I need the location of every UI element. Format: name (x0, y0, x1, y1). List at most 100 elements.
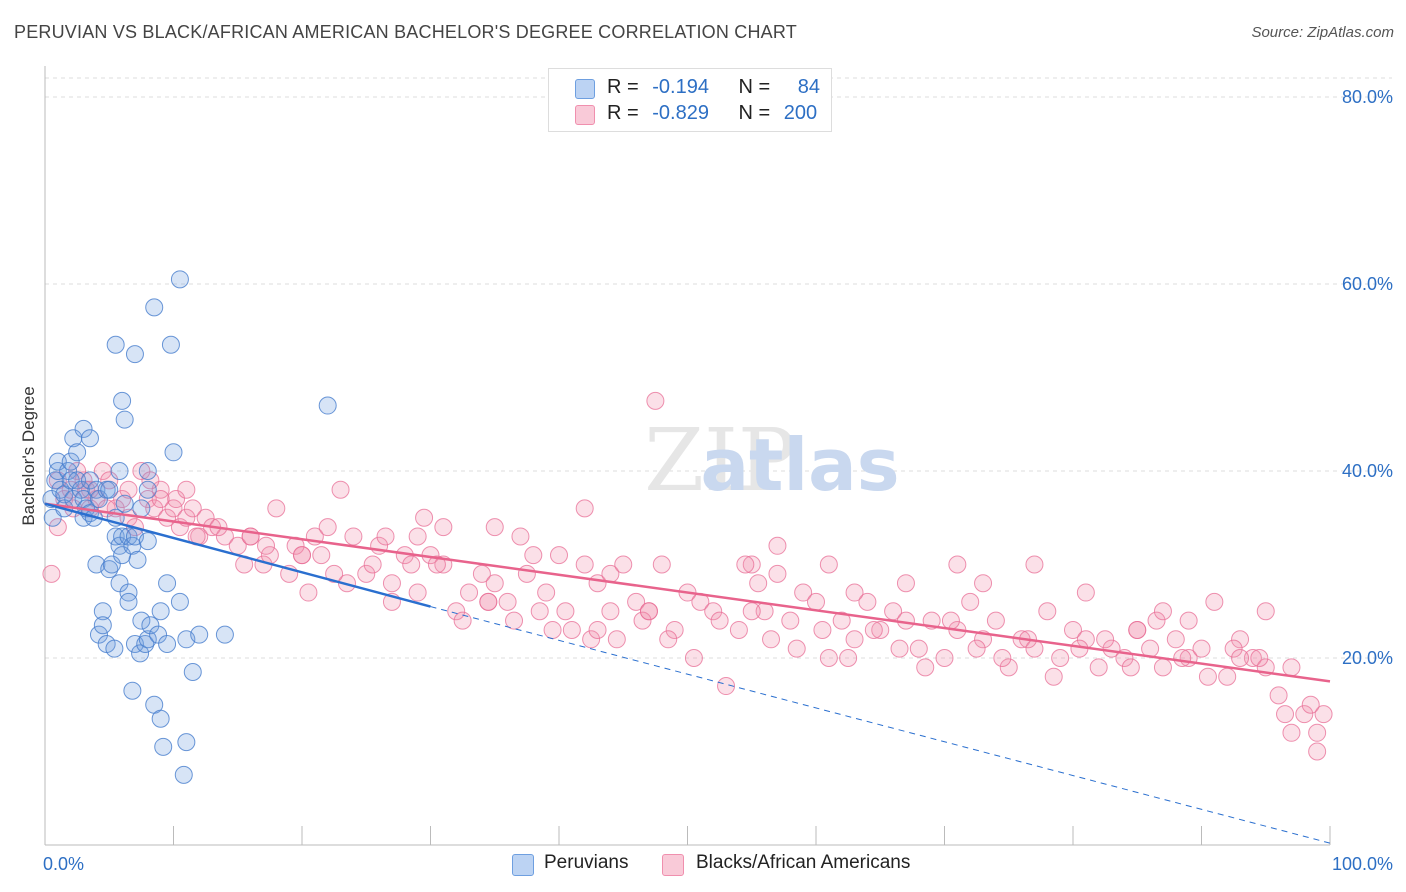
blue-point (128, 550, 147, 569)
pink-point (1121, 658, 1140, 677)
y-tick-label: 20.0% (1342, 648, 1393, 668)
pink-point (633, 611, 652, 630)
pink-point (1269, 686, 1288, 705)
blue-point (119, 583, 138, 602)
pink-point (1295, 705, 1314, 724)
pink-point (807, 592, 825, 611)
pink-point (485, 518, 504, 537)
blue-point (164, 443, 183, 462)
blue-point (132, 499, 151, 518)
blue-point (123, 681, 142, 700)
blue-point (119, 592, 138, 611)
blue-point (183, 663, 202, 682)
pink-point (505, 611, 524, 630)
pink-point (1166, 630, 1185, 649)
pink-point (736, 555, 755, 574)
blue-point (190, 625, 209, 644)
blue-point (110, 574, 129, 593)
pink-point (402, 555, 421, 574)
blue-point (68, 471, 87, 490)
pink-point (967, 639, 986, 658)
pink-point (511, 527, 530, 546)
blue-point (93, 602, 112, 621)
blue-point (89, 625, 108, 644)
legend-row-blacks: R = -0.829 N = 200 (549, 101, 831, 127)
blue-points (42, 270, 337, 784)
pink-point (864, 620, 883, 639)
blue-point (161, 335, 180, 354)
pink-point (582, 630, 601, 649)
blue-point (102, 555, 121, 574)
pink-point (434, 518, 453, 537)
chart-title: PERUVIAN VS BLACK/AFRICAN AMERICAN BACHE… (14, 22, 797, 42)
blue-point (115, 410, 134, 429)
pink-point (646, 391, 665, 410)
blue-point (136, 634, 155, 653)
pink-point (138, 490, 157, 509)
pink-point (498, 592, 517, 611)
blue-point (141, 616, 160, 635)
pink-point (357, 564, 376, 583)
legend-row-peruvians: R = -0.194 N = 84 (549, 75, 831, 101)
pink-point (607, 630, 626, 649)
pink-point (1282, 658, 1301, 677)
pink-point (896, 611, 915, 630)
pink-point (460, 583, 479, 602)
pink-point (948, 555, 967, 574)
pink-point (974, 574, 993, 593)
pink-point (961, 592, 980, 611)
pink-point (267, 499, 286, 518)
pink-point (768, 536, 787, 555)
blue-point (154, 737, 173, 756)
watermark-atlas: atlas (700, 423, 899, 507)
legend-n-label: N = (738, 102, 771, 124)
pink-point (293, 546, 311, 565)
blue-point (61, 471, 80, 490)
pink-point (151, 490, 170, 509)
pink-point (742, 602, 761, 621)
pink-point (415, 508, 434, 527)
blue-point (80, 429, 99, 448)
pink-point (813, 620, 832, 639)
pink-point (1128, 620, 1147, 639)
legend-r-value: -0.829 (652, 102, 709, 124)
pink-point (325, 564, 344, 583)
x-tick-label-end: 100.0% (1332, 854, 1393, 874)
blue-point (158, 634, 177, 653)
pink-point (749, 574, 768, 593)
pink-point (42, 564, 61, 583)
pink-point (794, 583, 813, 602)
pink-point (575, 499, 594, 518)
y-tick-label: 60.0% (1342, 274, 1393, 294)
pink-point (993, 649, 1012, 667)
pink-point (652, 555, 671, 574)
pink-point (1256, 602, 1275, 621)
pink-trend-line (44, 502, 1331, 683)
pink-point (1044, 667, 1063, 686)
pink-point (1205, 592, 1224, 611)
blue-point (89, 490, 108, 509)
pink-point (1147, 611, 1166, 630)
blue-point (68, 443, 87, 462)
pink-point (614, 555, 633, 574)
pink-point (1276, 705, 1295, 724)
pink-point (1153, 602, 1172, 621)
pink-point (1179, 611, 1198, 630)
pink-point (543, 620, 562, 639)
pink-point (729, 620, 748, 639)
pink-point (787, 639, 806, 658)
pink-point (1308, 742, 1327, 761)
pink-point (1308, 723, 1327, 742)
pink-point (562, 620, 581, 639)
blue-point (170, 592, 189, 611)
pink-point (132, 462, 151, 480)
pink-point (299, 583, 318, 602)
pink-point (408, 583, 427, 602)
trend-lines (44, 502, 1331, 844)
legend-swatch-pink (575, 105, 595, 125)
blue-point (105, 639, 124, 658)
legend-n-label: N = (738, 76, 771, 98)
legend-r-value: -0.194 (652, 76, 709, 98)
legend-swatch-blue (575, 79, 595, 99)
